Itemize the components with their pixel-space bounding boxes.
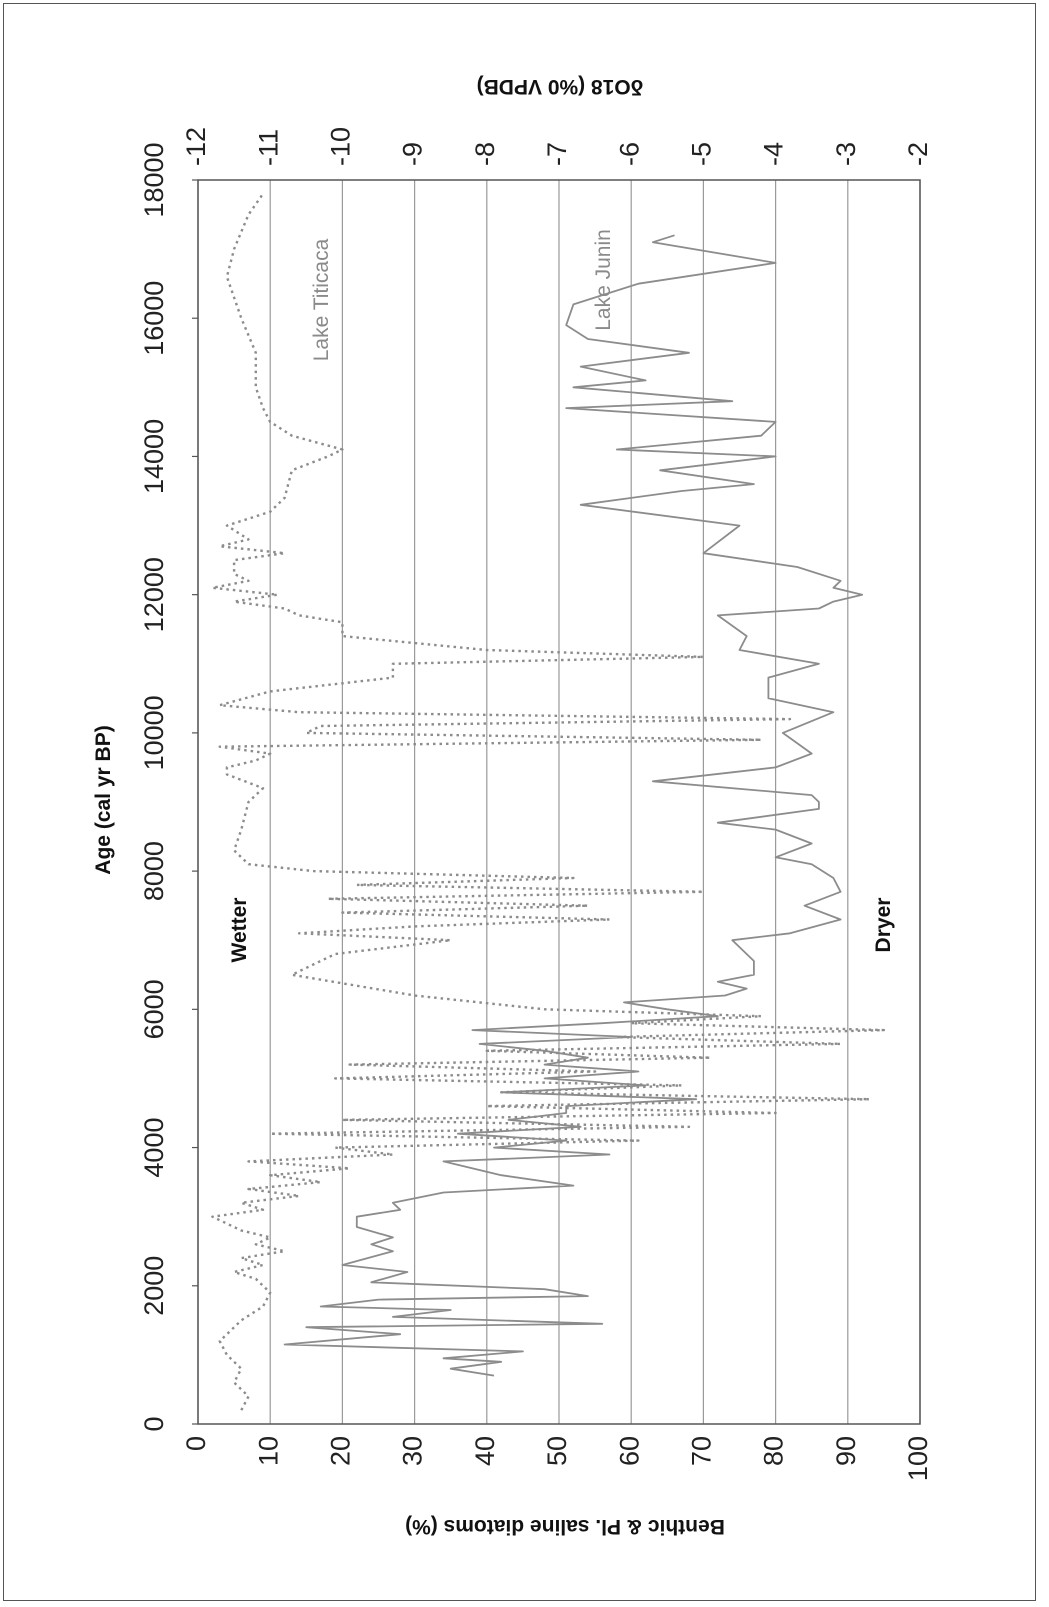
diatom-tick-label: 50 xyxy=(542,1436,572,1466)
isotope-tick-label: -6 xyxy=(614,142,644,166)
diatom-tick-label: 90 xyxy=(831,1436,861,1466)
isotope-tick-label: -10 xyxy=(326,127,356,166)
age-tick-label: 0 xyxy=(139,1416,169,1431)
isotope-tick-label: -12 xyxy=(181,127,211,166)
diatom-tick-label: 100 xyxy=(903,1436,933,1481)
diatom-tick-label: 20 xyxy=(326,1436,356,1466)
series-line-lake-junin xyxy=(283,234,864,1377)
age-tick-label: 10000 xyxy=(139,695,169,770)
figure-frame xyxy=(3,3,1036,1601)
isotope-tick-label: -9 xyxy=(398,142,428,166)
diatom-tick-label: 10 xyxy=(253,1436,283,1466)
diatom-tick-label: 80 xyxy=(759,1436,789,1466)
diatom-tick-label: 70 xyxy=(687,1436,717,1466)
diatom-tick-label: 0 xyxy=(181,1436,211,1451)
x-axis-title: Age (cal yr BP) xyxy=(92,725,115,874)
isotope-tick-label: -2 xyxy=(903,142,933,166)
series-label-lake-titicaca: Lake Titicaca xyxy=(310,238,333,361)
plot-area-border xyxy=(197,179,921,1425)
annotation-wetter: Wetter xyxy=(228,898,251,963)
diatom-tick-label: 30 xyxy=(398,1436,428,1466)
right-axis-title: δO18 (%0 VPDB) xyxy=(477,75,644,98)
annotation-dryer: Dryer xyxy=(872,898,895,953)
diatom-tick-label: 60 xyxy=(614,1436,644,1466)
age-tick-label: 18000 xyxy=(139,142,169,217)
isotope-tick-label: -11 xyxy=(253,129,283,166)
series-line-lake-titicaca xyxy=(211,193,886,1411)
diatom-tick-label: 40 xyxy=(470,1436,500,1466)
age-tick-label: 16000 xyxy=(139,281,169,356)
age-tick-label: 14000 xyxy=(139,419,169,494)
age-tick-label: 12000 xyxy=(139,557,169,632)
age-tick-label: 6000 xyxy=(139,979,169,1039)
series-label-lake-junin: Lake Junin xyxy=(592,229,615,331)
isotope-tick-label: -4 xyxy=(759,142,789,166)
isotope-tick-label: -7 xyxy=(542,142,572,166)
age-tick-label: 8000 xyxy=(139,841,169,901)
age-tick-label: 4000 xyxy=(139,1118,169,1178)
age-tick-label: 2000 xyxy=(139,1256,169,1316)
isotope-tick-label: -8 xyxy=(470,142,500,166)
isotope-tick-label: -5 xyxy=(687,142,717,166)
left-axis-title: Benthic & Pl. saline diatoms (%) xyxy=(405,1515,725,1538)
isotope-tick-label: -3 xyxy=(831,142,861,166)
